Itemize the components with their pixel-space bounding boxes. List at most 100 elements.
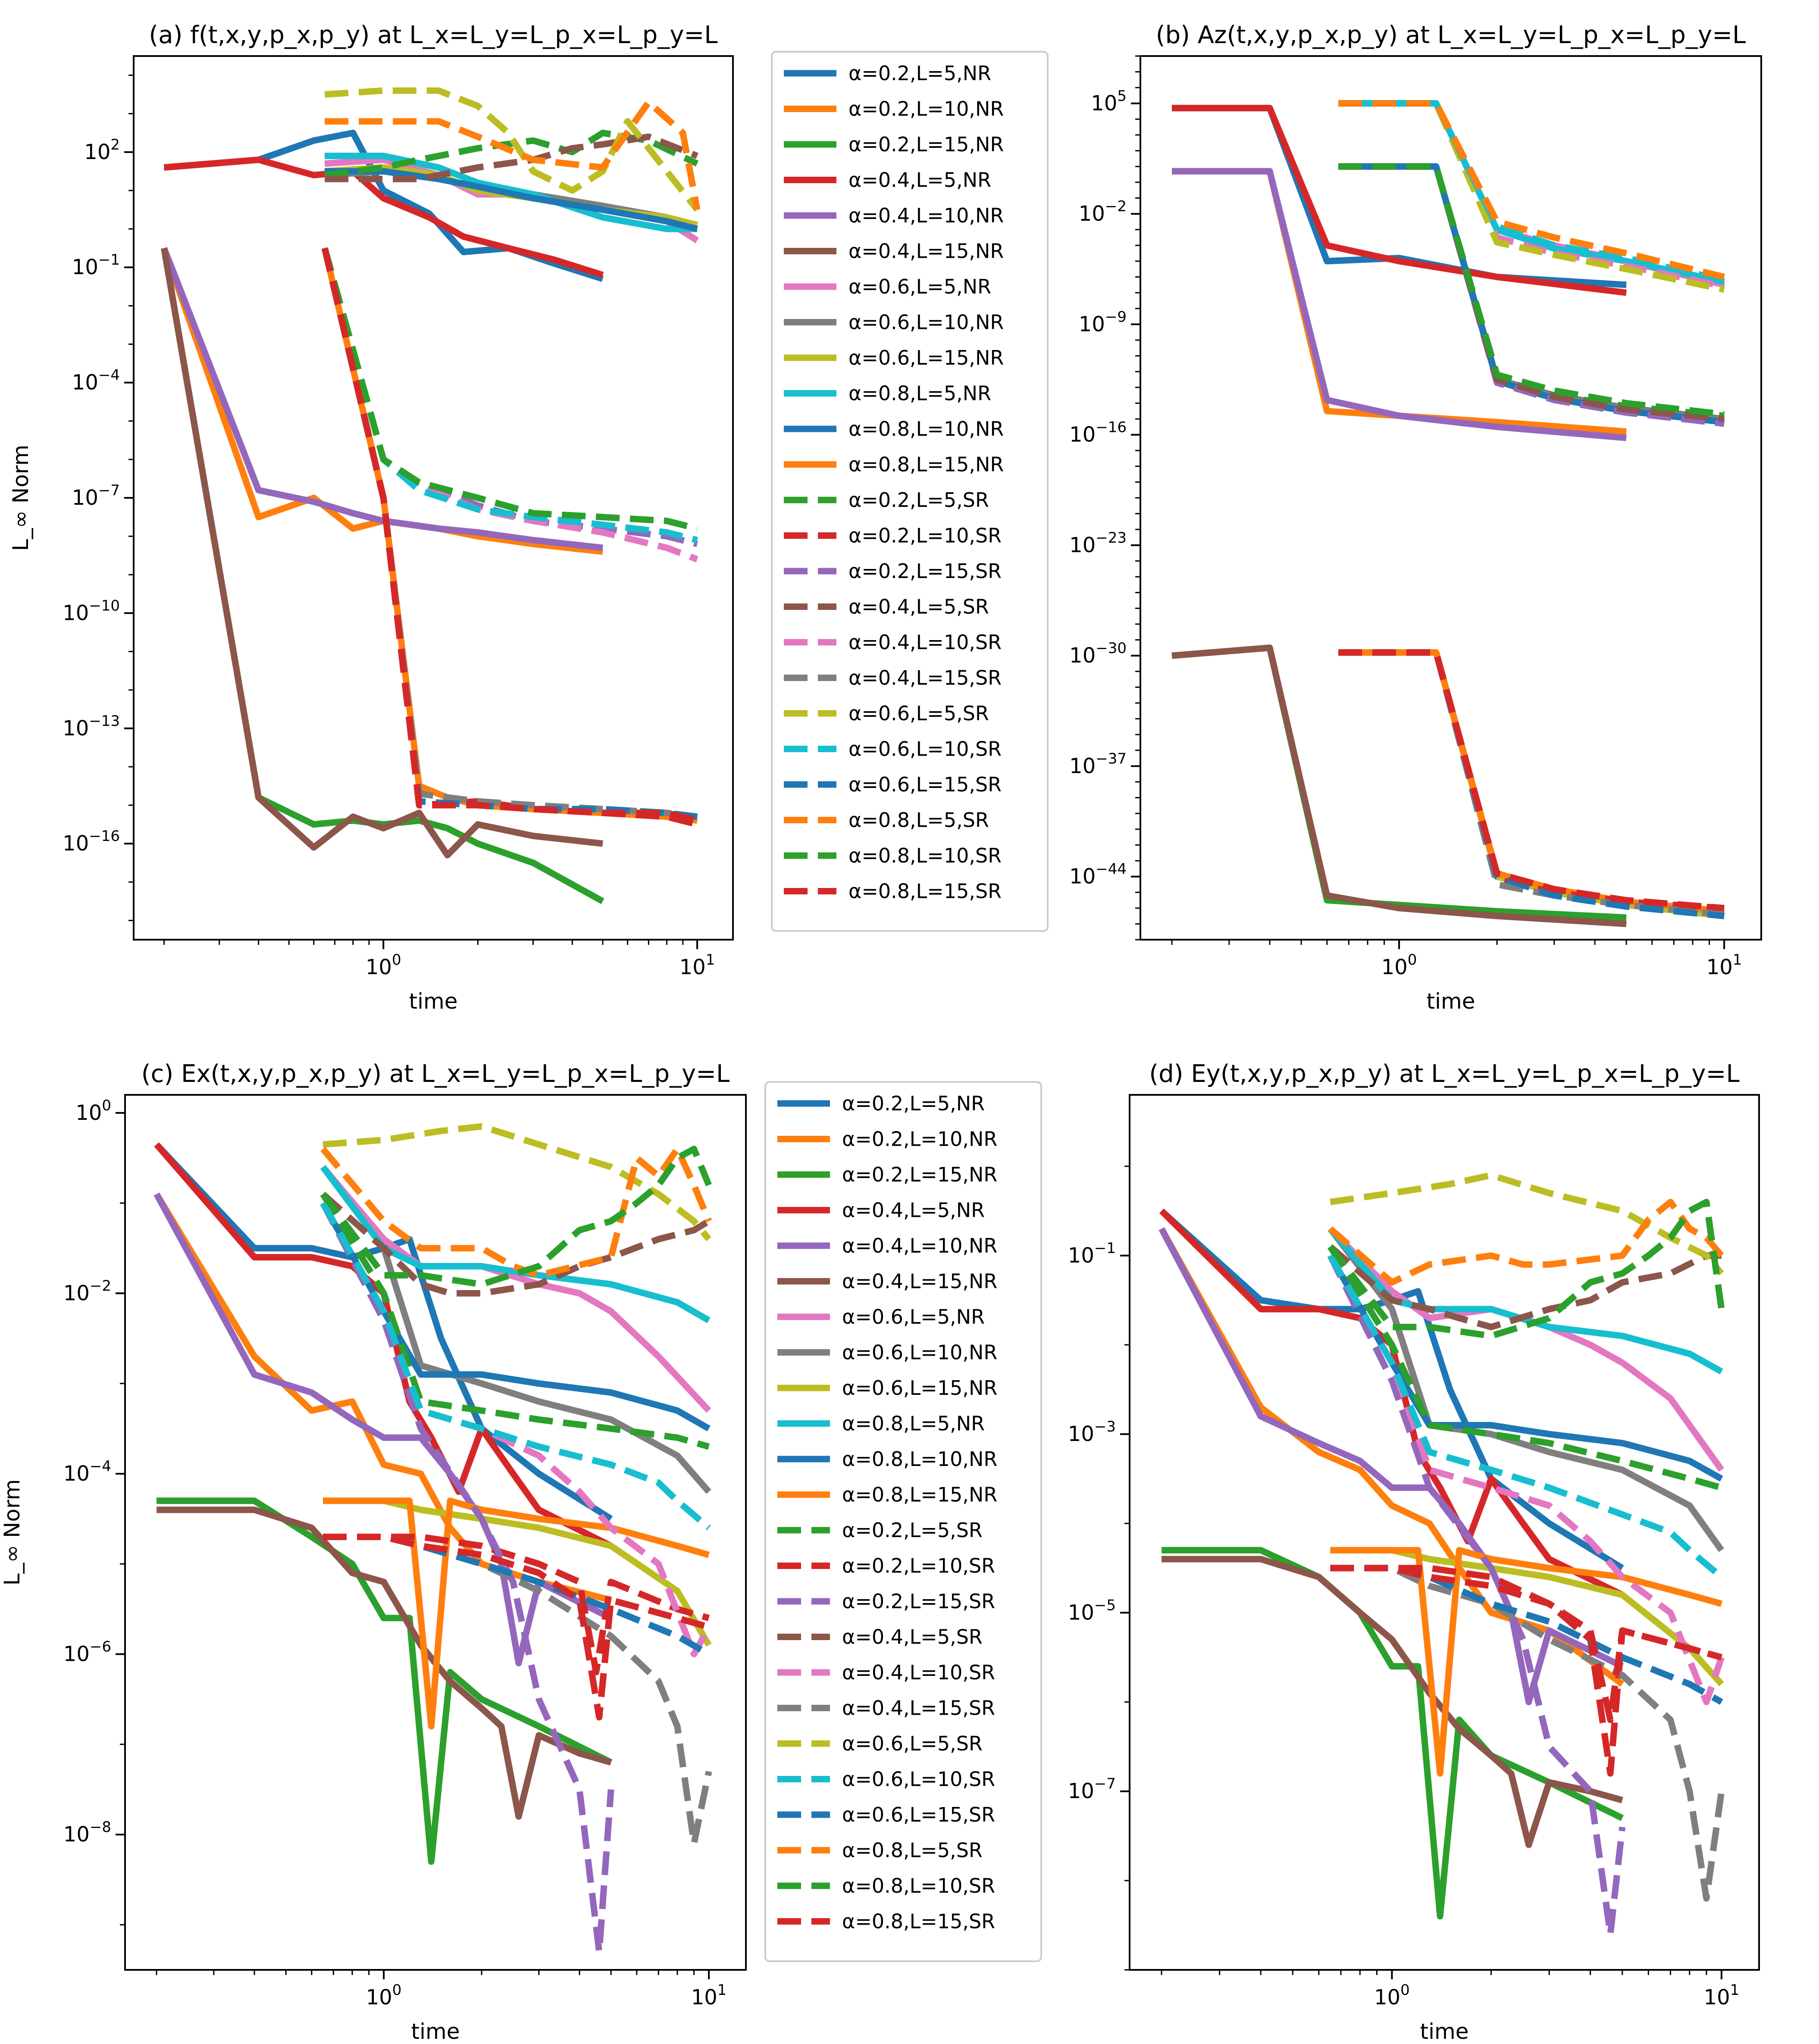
panel-d: (d) Ey(t,x,y,p_x,p_y) at L_x=L_y=L_p_x=L… <box>1068 1060 1760 2044</box>
series-line--0.6-L-5-SR <box>324 87 700 212</box>
y-tick-label: 10−6 <box>63 1638 111 1666</box>
y-tick-label: 10−13 <box>63 713 120 741</box>
legend-label: α=0.6,L=10,SR <box>842 1768 995 1791</box>
series-line--0.6-L-5-SR <box>322 1123 711 1241</box>
panel-c-legend: α=0.2,L=5,NR α=0.2,L=10,NR α=0.2,L=15,NR α=… <box>764 1081 1042 1962</box>
series-line--0.2-L-5-NR <box>1159 1208 1624 1571</box>
legend-label: α=0.6,L=5,NR <box>842 1305 985 1328</box>
legend-label: α=0.2,L=15,NR <box>848 133 1004 156</box>
legend-label: α=0.8,L=5,NR <box>842 1412 985 1435</box>
legend-label: α=0.4,L=10,NR <box>842 1234 997 1257</box>
y-tick-label: 10−30 <box>1069 640 1127 668</box>
legend-label: α=0.8,L=10,NR <box>848 417 1004 441</box>
legend-label: α=0.6,L=15,NR <box>848 346 1004 369</box>
series-line--0.8-L-5-NR <box>325 153 698 232</box>
series-line--0.8-L-5-SR <box>325 99 701 210</box>
series-line--0.2-L-15-SR <box>320 1201 614 1955</box>
series-line--0.6-L-5-SR <box>1330 1172 1724 1276</box>
panel-d-title: (d) Ey(t,x,y,p_x,p_y) at L_x=L_y=L_p_x=L… <box>1149 1060 1739 1088</box>
series-line--0.4-L-5-NR <box>1172 105 1627 296</box>
legend-frame <box>764 1081 1042 1962</box>
y-tick-label: 105 <box>1091 88 1127 116</box>
x-tick-label: 101 <box>679 951 715 979</box>
series-line--0.8-L-15-SR <box>1330 1565 1722 1723</box>
panel-a-legend: α=0.2,L=5,NR α=0.2,L=10,NR α=0.2,L=15,NR α=… <box>771 51 1049 932</box>
series-line--0.4-L-10-NR <box>1172 168 1627 441</box>
legend-label: α=0.8,L=15,NR <box>848 453 1004 476</box>
panel-b: (b) Az(t,x,y,p_x,p_y) at L_x=L_y=L_p_x=L… <box>1069 21 1762 1014</box>
legend-label: α=0.8,L=10,SR <box>848 844 1002 867</box>
legend-label: α=0.4,L=15,SR <box>848 666 1002 690</box>
panel-a: (a) f(t,x,y,p_x,p_y) at L_x=L_y=L_p_x=L_… <box>8 21 1049 1014</box>
series-line--0.6-L-10-NR <box>320 1165 711 1494</box>
x-tick-label: 100 <box>366 1981 402 2010</box>
panel-c-title: (c) Ex(t,x,y,p_x,p_y) at L_x=L_y=L_p_x=L… <box>141 1060 730 1088</box>
series-line--0.8-L-10-NR <box>1327 1254 1723 1482</box>
series-line--0.6-L-10-SR <box>1327 1254 1724 1580</box>
series-line--0.4-L-5-NR <box>154 1142 613 1549</box>
y-tick-label: 10−7 <box>1068 1775 1116 1803</box>
series-line--0.8-L-5-SR <box>1328 1199 1724 1286</box>
series-line--0.4-L-15-NR <box>157 1506 612 1820</box>
y-tick-label: 10−8 <box>63 1819 111 1847</box>
panel-b-xlabel: time <box>1427 989 1475 1014</box>
panel-d-axes-frame <box>1129 1094 1760 1971</box>
y-tick-label: 10−2 <box>1079 198 1127 226</box>
y-tick-label: 102 <box>84 136 120 164</box>
legend-label: α=0.6,L=5,NR <box>848 275 991 298</box>
panel-b-axes-frame <box>1140 55 1762 941</box>
series-line--0.8-L-5-SR <box>1338 100 1725 280</box>
legend-label: α=0.8,L=15,SR <box>848 880 1002 903</box>
legend-label: α=0.8,L=10,NR <box>842 1447 997 1471</box>
series-line--0.4-L-5-SR <box>1328 1244 1722 1331</box>
legend-label: α=0.2,L=5,SR <box>842 1519 983 1542</box>
panel-a-ylabel: L_∞ Norm <box>8 445 33 551</box>
legend-label: α=0.2,L=15,SR <box>848 559 1002 583</box>
series-line--0.8-L-15-NR <box>323 1497 710 1730</box>
y-tick-label: 10−7 <box>72 482 120 510</box>
series-line--0.4-L-15-SR <box>1330 1565 1725 1902</box>
y-tick-label: 10−1 <box>1068 1240 1116 1268</box>
series-line--0.8-L-10-NR <box>325 168 698 232</box>
legend-label: α=0.4,L=5,SR <box>848 595 989 619</box>
series-line--0.8-L-10-SR <box>321 247 698 532</box>
series-line--0.8-L-15-SR <box>321 247 698 824</box>
y-tick-label: 10−9 <box>1079 308 1127 336</box>
legend-label: α=0.4,L=5,SR <box>842 1625 983 1649</box>
y-tick-label: 10−23 <box>1069 529 1127 557</box>
legend-label: α=0.6,L=15,SR <box>848 773 1002 796</box>
series-line--0.4-L-5-NR <box>163 156 604 278</box>
series-line--0.4-L-15-NR <box>1162 1556 1623 1848</box>
series-line--0.8-L-15-SR <box>1338 649 1725 912</box>
legend-label: α=0.4,L=5,NR <box>842 1199 985 1222</box>
legend-label: α=0.6,L=10,NR <box>842 1341 997 1364</box>
panel-a-series-group <box>161 87 701 904</box>
legend-label: α=0.4,L=15,SR <box>842 1697 995 1720</box>
legend-label: α=0.6,L=5,SR <box>842 1732 983 1755</box>
series-line--0.4-L-5-NR <box>1159 1208 1624 1598</box>
series-line--0.2-L-15-SR <box>1327 1254 1626 1938</box>
y-tick-label: 10−16 <box>63 828 120 856</box>
series-line--0.8-L-15-NR <box>1330 1547 1722 1777</box>
y-tick-label: 10−3 <box>1068 1418 1116 1446</box>
y-tick-label: 10−5 <box>1068 1597 1116 1625</box>
x-tick-label: 100 <box>1381 951 1417 979</box>
y-tick-label: 100 <box>75 1097 111 1125</box>
legend-label: α=0.2,L=5,NR <box>842 1092 985 1115</box>
series-line--0.4-L-5-SR <box>321 1191 711 1297</box>
legend-label: α=0.2,L=10,SR <box>842 1554 995 1578</box>
panel-b-title: (b) Az(t,x,y,p_x,p_y) at L_x=L_y=L_p_x=L… <box>1156 21 1746 49</box>
y-tick-label: 10−4 <box>72 367 120 395</box>
legend-label: α=0.2,L=10,NR <box>842 1128 997 1151</box>
series-line--0.8-L-15-SR <box>323 1534 710 1721</box>
x-tick-label: 100 <box>366 951 401 979</box>
series-line--0.8-L-10-SR <box>320 1146 712 1288</box>
panel-d-xlabel: time <box>1420 2019 1469 2044</box>
series-line--0.2-L-5-SR <box>1327 1245 1722 1491</box>
series-line--0.2-L-10-SR <box>323 1534 710 1675</box>
series-line--0.8-L-10-SR <box>1338 163 1725 418</box>
legend-label: α=0.4,L=15,NR <box>842 1270 997 1293</box>
x-tick-label: 101 <box>1704 1981 1740 2010</box>
legend-label: α=0.4,L=10,NR <box>848 204 1004 227</box>
legend-label: α=0.8,L=10,SR <box>842 1874 995 1897</box>
